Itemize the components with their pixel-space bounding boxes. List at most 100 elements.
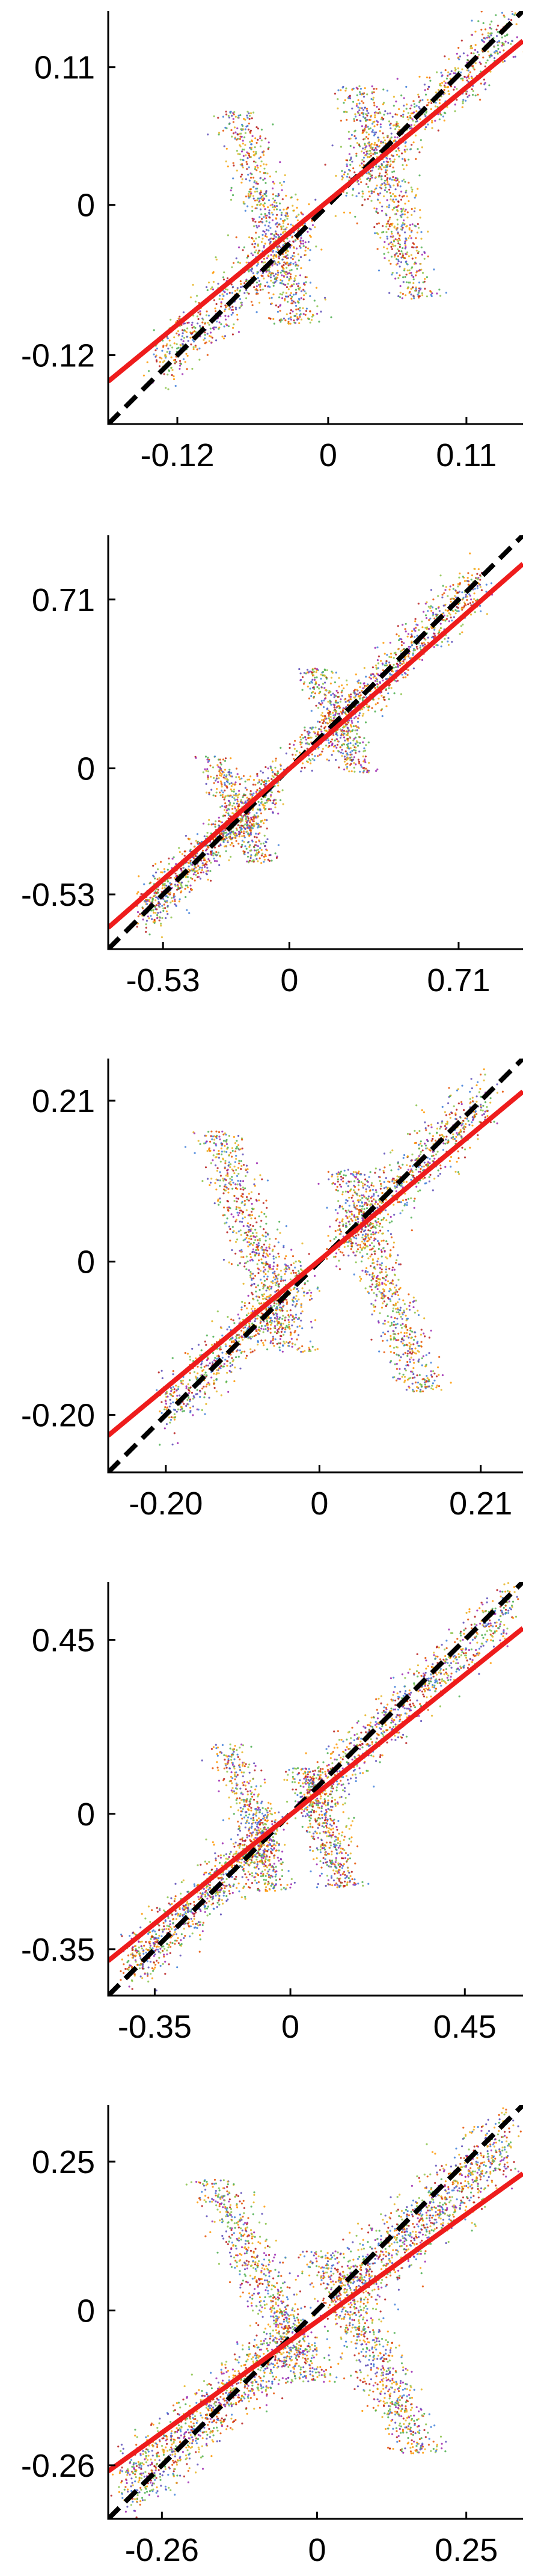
data-point bbox=[346, 763, 349, 765]
data-point bbox=[495, 50, 497, 52]
data-point bbox=[162, 898, 165, 900]
data-point bbox=[410, 271, 412, 274]
data-point bbox=[287, 206, 289, 209]
data-point bbox=[387, 220, 390, 223]
data-point bbox=[148, 900, 151, 903]
data-point bbox=[346, 766, 349, 768]
data-point bbox=[409, 114, 412, 117]
data-point bbox=[207, 322, 209, 324]
data-point bbox=[263, 834, 266, 837]
data-point bbox=[281, 789, 284, 792]
data-point bbox=[245, 824, 248, 827]
data-point bbox=[188, 865, 190, 868]
data-point bbox=[189, 332, 192, 334]
data-point bbox=[205, 870, 207, 873]
data-point bbox=[275, 233, 278, 235]
data-point bbox=[157, 891, 159, 894]
data-point bbox=[402, 114, 405, 116]
data-point bbox=[412, 282, 415, 284]
data-point bbox=[259, 283, 262, 286]
data-point bbox=[405, 244, 407, 247]
data-point bbox=[365, 124, 367, 126]
data-point bbox=[384, 653, 386, 655]
data-point bbox=[162, 907, 165, 909]
data-point bbox=[267, 799, 269, 802]
data-point bbox=[388, 661, 391, 664]
data-point bbox=[480, 82, 482, 85]
data-point bbox=[344, 725, 347, 727]
data-point bbox=[340, 691, 343, 693]
data-point bbox=[243, 830, 245, 832]
data-point bbox=[385, 171, 387, 174]
data-point bbox=[235, 776, 237, 778]
data-point bbox=[271, 859, 273, 862]
data-point bbox=[405, 164, 408, 167]
data-point bbox=[257, 808, 259, 811]
data-point bbox=[394, 256, 396, 258]
data-point bbox=[356, 142, 359, 144]
data-point bbox=[366, 769, 368, 772]
data-point bbox=[233, 262, 235, 264]
data-point bbox=[261, 233, 264, 236]
data-point bbox=[230, 189, 232, 192]
data-point bbox=[156, 878, 159, 881]
data-point bbox=[399, 664, 402, 666]
data-point bbox=[397, 295, 400, 298]
data-point bbox=[447, 75, 449, 77]
data-point bbox=[329, 702, 332, 704]
data-point bbox=[249, 132, 252, 134]
data-point bbox=[255, 169, 258, 171]
data-point bbox=[403, 269, 406, 272]
data-point bbox=[148, 917, 150, 920]
data-point bbox=[174, 885, 177, 887]
data-point bbox=[358, 679, 360, 681]
data-point bbox=[457, 607, 459, 609]
data-point bbox=[282, 222, 284, 224]
data-point bbox=[217, 851, 219, 854]
data-point bbox=[330, 694, 332, 696]
data-point bbox=[280, 228, 283, 230]
data-point bbox=[361, 159, 364, 161]
data-point bbox=[361, 204, 364, 206]
data-point bbox=[269, 765, 272, 767]
data-point bbox=[328, 717, 330, 719]
data-point bbox=[219, 780, 222, 782]
data-point bbox=[381, 209, 384, 212]
data-point bbox=[263, 202, 266, 204]
data-point bbox=[206, 286, 208, 289]
data-point bbox=[471, 88, 473, 91]
data-point bbox=[440, 645, 442, 648]
data-point bbox=[268, 317, 271, 319]
data-point bbox=[362, 160, 365, 163]
data-point bbox=[498, 40, 501, 42]
data-point bbox=[231, 266, 233, 268]
data-point bbox=[262, 154, 265, 156]
data-point bbox=[248, 841, 250, 843]
data-point bbox=[212, 854, 215, 856]
data-point bbox=[206, 867, 209, 869]
data-point bbox=[227, 277, 229, 280]
data-point bbox=[176, 888, 179, 891]
data-point bbox=[347, 745, 349, 748]
data-point bbox=[480, 11, 483, 13]
data-point bbox=[299, 239, 302, 242]
data-point bbox=[279, 161, 281, 164]
data-point bbox=[259, 286, 261, 288]
data-point bbox=[257, 860, 259, 862]
data-point bbox=[474, 600, 477, 602]
data-point bbox=[290, 292, 292, 294]
data-point bbox=[311, 753, 314, 755]
data-point bbox=[474, 94, 477, 97]
data-point bbox=[436, 106, 439, 108]
data-point bbox=[156, 868, 159, 870]
data-point bbox=[257, 128, 259, 130]
data-point bbox=[313, 300, 316, 302]
data-point bbox=[256, 164, 258, 167]
data-point bbox=[275, 254, 278, 257]
data-point bbox=[206, 861, 208, 863]
data-point bbox=[233, 802, 235, 805]
data-point bbox=[327, 739, 329, 742]
data-point bbox=[313, 671, 316, 673]
data-point bbox=[285, 273, 287, 275]
data-point bbox=[490, 34, 492, 37]
